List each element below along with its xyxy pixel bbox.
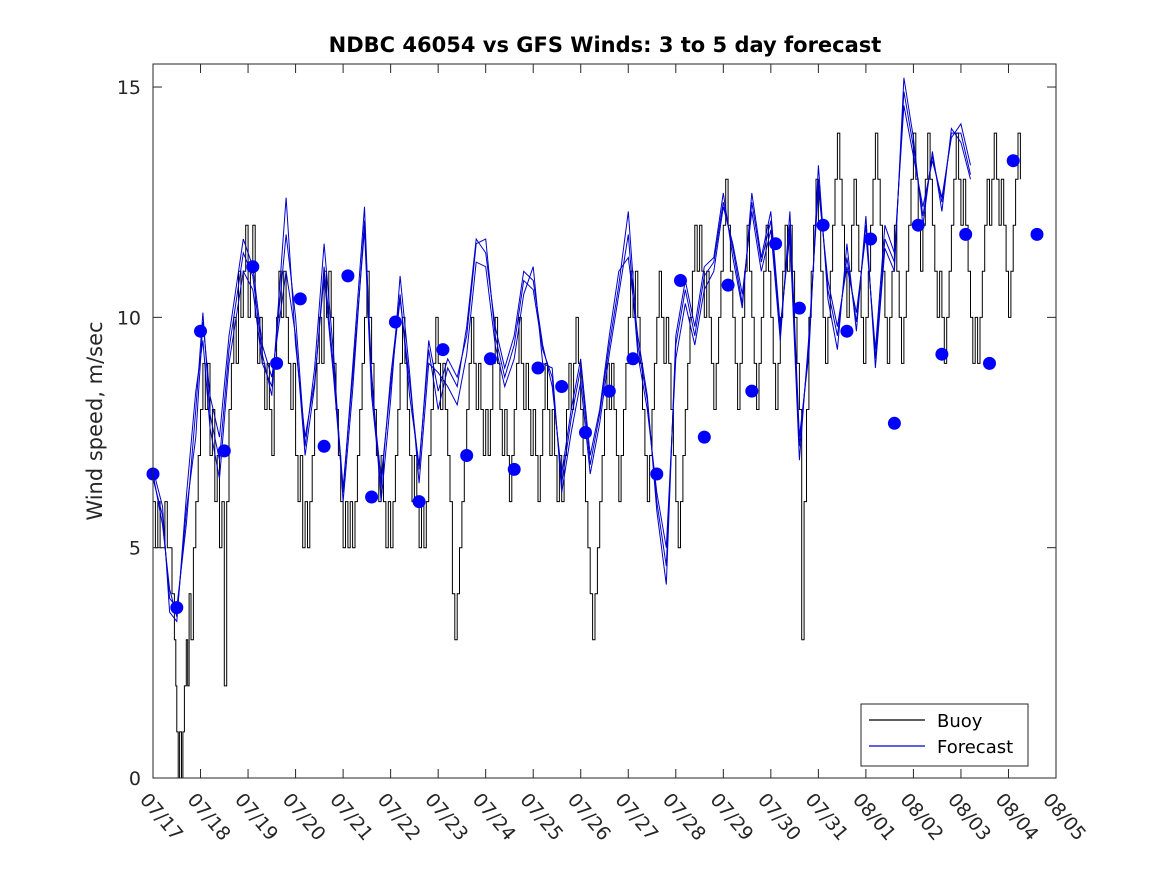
forecast-marker-28	[816, 218, 830, 232]
forecast-marker-37	[1030, 227, 1044, 241]
forecast-marker-35	[983, 356, 996, 370]
forecast-marker-22	[674, 274, 687, 287]
legend-box	[860, 703, 1029, 767]
plot-frame	[152, 63, 1057, 779]
forecast-marker-8	[341, 269, 355, 283]
forecast-marker-31	[887, 416, 901, 430]
forecast-marker-18	[579, 426, 592, 439]
forecast-marker-34	[959, 227, 973, 241]
forecast-marker-33	[935, 347, 949, 361]
forecast-marker-5	[270, 356, 284, 370]
forecast-marker-10	[388, 315, 402, 329]
legend: Buoy Forecast	[860, 703, 1029, 767]
forecast-marker-7	[317, 439, 331, 453]
legend-forecast-label: Forecast	[937, 737, 1013, 758]
y-axis-label: Wind speed, m/sec	[83, 321, 107, 520]
forecast-marker-24	[721, 278, 735, 292]
forecast-marker-30	[864, 232, 878, 246]
series-forecast-line-1	[152, 77, 971, 623]
forecast-marker-3	[217, 444, 231, 458]
y-tick-label-2: 10	[117, 307, 141, 329]
forecast-marker-32	[911, 218, 925, 232]
forecast-marker-13	[460, 449, 474, 462]
plot-area	[146, 77, 1044, 779]
series-buoy-line	[153, 132, 1021, 779]
forecast-marker-26	[769, 237, 783, 251]
forecast-marker-11	[412, 495, 426, 509]
forecast-marker-17	[555, 380, 569, 393]
y-tick-label-3: 15	[117, 77, 141, 99]
forecast-marker-12	[436, 343, 450, 357]
forecast-marker-19	[602, 384, 616, 398]
chart-title: NDBC 46054 vs GFS Winds: 3 to 5 day fore…	[329, 33, 882, 57]
forecast-marker-25	[745, 384, 759, 398]
y-axis: 0 5 10 15	[117, 77, 1056, 790]
forecast-marker-20	[626, 352, 640, 366]
forecast-marker-21	[650, 467, 664, 481]
legend-buoy-label: Buoy	[937, 711, 983, 732]
forecast-marker-2	[194, 324, 207, 338]
forecast-marker-23	[697, 430, 711, 444]
forecast-marker-15	[507, 462, 521, 476]
forecast-marker-16	[531, 361, 545, 375]
forecast-marker-14	[483, 352, 497, 366]
y-tick-label-0: 0	[129, 768, 141, 790]
y-tick-label-1: 5	[129, 538, 141, 560]
forecast-marker-36	[1006, 154, 1020, 168]
forecast-marker-4	[246, 260, 260, 274]
forecast-marker-29	[840, 324, 854, 338]
series-forecast-line-2	[152, 91, 971, 609]
forecast-marker-6	[293, 292, 307, 306]
forecast-marker-27	[792, 301, 806, 315]
forecast-marker-9	[365, 490, 379, 504]
forecast-marker-1	[170, 601, 184, 615]
series-forecast-line-0	[152, 105, 971, 617]
